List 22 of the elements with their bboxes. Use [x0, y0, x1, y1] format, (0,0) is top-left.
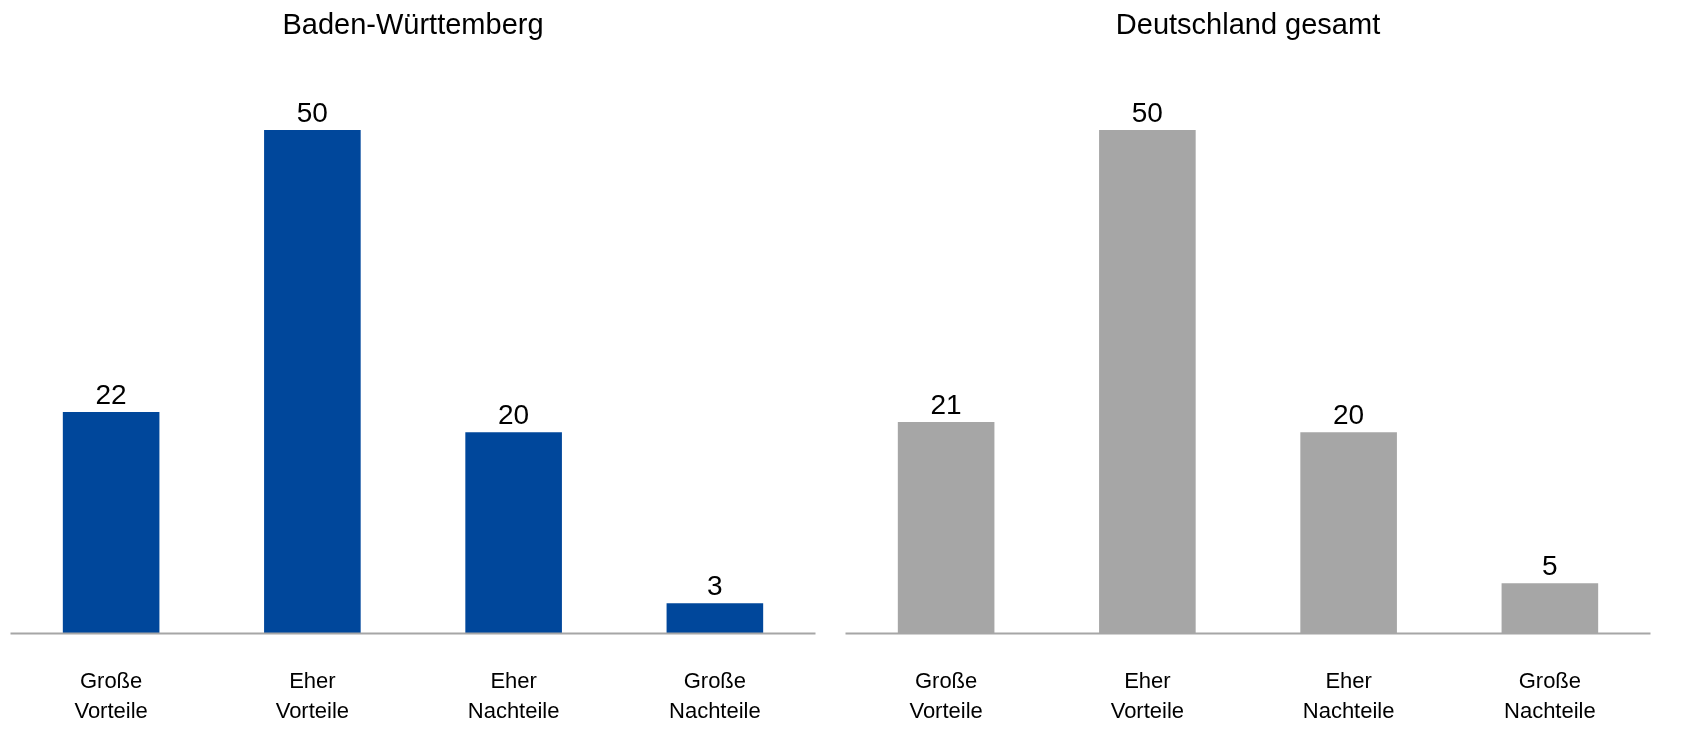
data-label: 20	[498, 399, 530, 431]
data-label: 50	[296, 97, 328, 129]
bar	[465, 432, 562, 634]
bar	[264, 130, 361, 634]
data-label: 50	[1131, 97, 1163, 129]
x-tick-label: Eher Vorteile	[1110, 667, 1185, 723]
chart-title: Deutschland gesamt	[1115, 7, 1381, 40]
data-label: 3	[707, 570, 723, 602]
x-tick-label: Eher Nachteile	[1302, 667, 1395, 723]
data-label: 20	[1333, 399, 1365, 431]
x-tick-label: Eher Vorteile	[275, 667, 350, 723]
x-tick-label: Große Vorteile	[74, 667, 148, 723]
data-label: 5	[1542, 550, 1558, 582]
data-label: 21	[930, 389, 962, 421]
x-tick-label: Große Vorteile	[909, 667, 983, 723]
bar	[62, 412, 160, 634]
chart-title: Baden-Württemberg	[282, 7, 544, 40]
x-tick-label: Große Nachteile	[1504, 667, 1596, 723]
data-label: 22	[95, 379, 127, 410]
x-tick-label: Eher Nachteile	[467, 667, 560, 723]
x-tick-label: Große Nachteile	[669, 667, 761, 723]
bar	[666, 603, 764, 634]
